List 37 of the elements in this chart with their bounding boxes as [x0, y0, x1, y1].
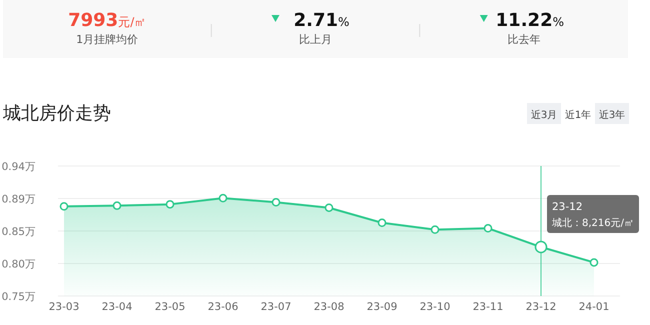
x-tick-label: 23-12: [526, 301, 556, 313]
x-tick-label: 23-07: [260, 301, 292, 313]
x-tick-label: 23-03: [48, 301, 80, 313]
text: 近1年: [564, 109, 592, 121]
point: [430, 225, 440, 234]
point: [378, 218, 386, 228]
y-tick-label: 0.94万: [2, 161, 36, 173]
annotation: 23-12 城北：8,216元/㎡: [551, 201, 634, 230]
y-tick-label: 0.85万: [2, 226, 36, 238]
text: 比上月: [299, 33, 332, 46]
x-tick-label: 23-09: [366, 301, 398, 313]
text: 近3年: [598, 109, 626, 121]
x-tick-label: 23-05: [154, 301, 186, 313]
x-tick-label: 24-01: [578, 301, 610, 313]
text: 1月挂牌均价: [76, 33, 138, 46]
point: [60, 202, 68, 211]
text: 7993元/㎡: [68, 10, 146, 31]
point: [590, 258, 598, 267]
text: 11.22%: [496, 10, 564, 31]
x-tick-label: 23-11: [472, 301, 504, 313]
chart-title: 城北房价走势: [2, 103, 111, 124]
point: [112, 201, 122, 210]
y-tick-label: 0.89万: [2, 194, 36, 206]
point: [218, 194, 228, 202]
x-tick-label: 23-06: [208, 301, 239, 313]
y-tick-label: 0.80万: [2, 258, 36, 270]
point: [166, 200, 174, 209]
point: [324, 203, 334, 212]
y-tick-label: 0.75万: [2, 291, 36, 303]
x-tick-label: 23-08: [314, 301, 344, 313]
x-tick-label: 23-04: [102, 301, 133, 313]
text: 比去年: [507, 33, 540, 46]
text: 近3月: [530, 109, 558, 121]
point: [484, 224, 492, 233]
text: 2.71%: [294, 10, 350, 31]
point: [272, 198, 280, 207]
x-tick-label: 23-10: [420, 301, 450, 313]
